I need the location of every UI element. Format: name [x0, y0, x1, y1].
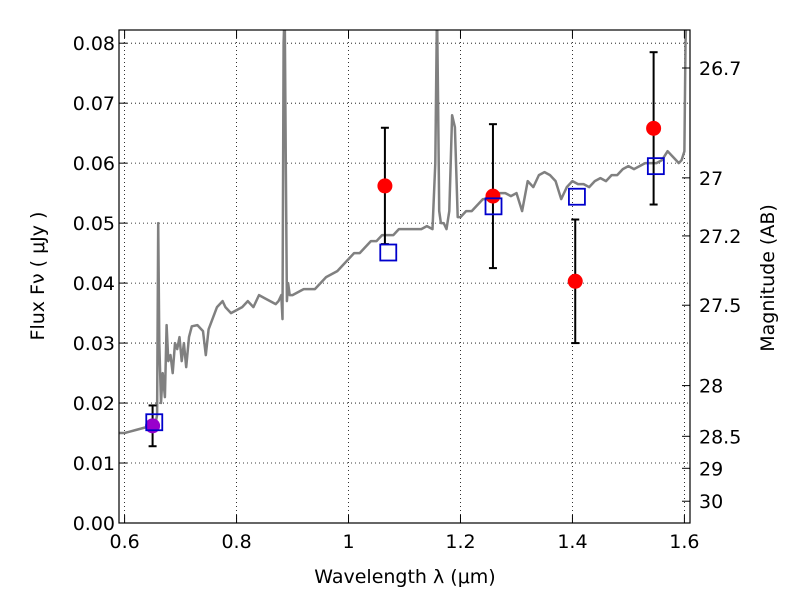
x-tick-label: 0.6 — [109, 531, 139, 553]
y-tick-label: 0.00 — [73, 513, 115, 535]
errorbar-layer — [148, 51, 658, 448]
y-tick-label: 0.06 — [73, 153, 115, 175]
y-axis-label: Flux Fν ( μJy ) — [27, 212, 49, 341]
y2-tick-label: 27.2 — [699, 226, 741, 248]
y2-tick-label: 28.5 — [699, 426, 741, 448]
tick-labels: 0.6 0.8 1 1.2 1.4 1.6 0.00 0.01 0.02 0.03 0.04 0.05… — [73, 33, 742, 553]
observed-points-layer — [145, 120, 662, 434]
y-tick-label: 0.02 — [73, 393, 115, 415]
model-band-points-layer — [145, 157, 665, 432]
x-tick-label: 1.6 — [669, 531, 699, 553]
model-band-point — [568, 187, 586, 206]
plot-frame — [118, 29, 691, 524]
x-tick-label: 0.8 — [221, 531, 251, 553]
ticks — [119, 30, 690, 524]
y2-tick-label: 27.5 — [699, 295, 741, 317]
model-spectrum-layer — [119, 30, 688, 435]
y2-tick-label: 28 — [699, 376, 723, 398]
x-tick-label: 1 — [342, 531, 354, 553]
y2-tick-label: 30 — [699, 491, 723, 513]
x-axis-label: Wavelength λ (μm) — [314, 566, 495, 588]
y2-tick-label: 26.7 — [699, 58, 741, 80]
y2-tick-label: 29 — [699, 458, 723, 480]
y-tick-label: 0.07 — [73, 93, 115, 115]
y2-axis-label: Magnitude (AB) — [757, 204, 779, 352]
model-spectrum-line — [119, 30, 688, 435]
y-tick-label: 0.05 — [73, 213, 115, 235]
y-tick-label: 0.03 — [73, 333, 115, 355]
grid — [119, 30, 690, 524]
y-tick-label: 0.01 — [73, 453, 115, 475]
model-band-point — [484, 197, 503, 216]
x-tick-label: 1.4 — [557, 531, 587, 553]
observed-point — [485, 188, 501, 204]
model-band-point — [379, 243, 398, 262]
observed-point — [377, 178, 393, 194]
model-band-point — [646, 157, 665, 176]
x-tick-label: 1.2 — [445, 531, 475, 553]
model-band-point — [145, 413, 164, 432]
observed-point — [567, 273, 583, 289]
y-tick-label: 0.04 — [73, 273, 115, 295]
y2-tick-label: 27 — [699, 168, 723, 190]
observed-point — [646, 120, 662, 136]
y-tick-label: 0.08 — [73, 33, 115, 55]
